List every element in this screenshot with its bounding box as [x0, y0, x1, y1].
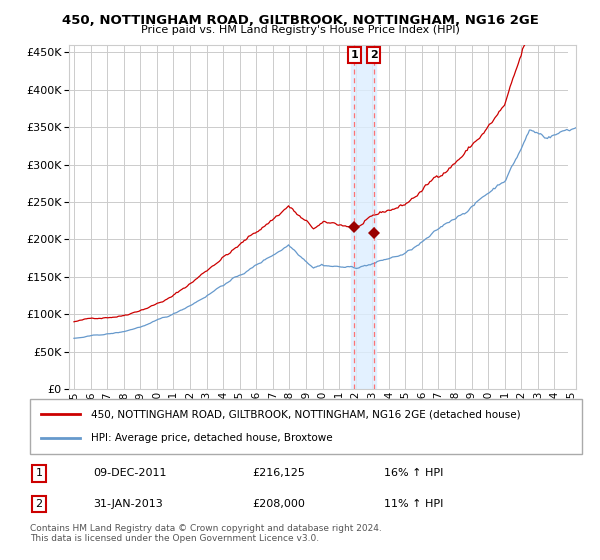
FancyBboxPatch shape: [30, 399, 582, 454]
Text: Contains HM Land Registry data © Crown copyright and database right 2024.
This d: Contains HM Land Registry data © Crown c…: [30, 524, 382, 543]
Text: 450, NOTTINGHAM ROAD, GILTBROOK, NOTTINGHAM, NG16 2GE (detached house): 450, NOTTINGHAM ROAD, GILTBROOK, NOTTING…: [91, 409, 520, 419]
Text: 09-DEC-2011: 09-DEC-2011: [93, 468, 167, 478]
Text: 1: 1: [350, 50, 358, 60]
Text: 2: 2: [370, 50, 377, 60]
Text: 2: 2: [35, 499, 43, 509]
Text: £216,125: £216,125: [252, 468, 305, 478]
Text: 16% ↑ HPI: 16% ↑ HPI: [384, 468, 443, 478]
Text: £208,000: £208,000: [252, 499, 305, 509]
Bar: [350, 45, 376, 389]
Text: HPI: Average price, detached house, Broxtowe: HPI: Average price, detached house, Brox…: [91, 433, 332, 443]
Text: Price paid vs. HM Land Registry's House Price Index (HPI): Price paid vs. HM Land Registry's House …: [140, 25, 460, 35]
Bar: [568, 45, 584, 389]
Text: 1: 1: [35, 468, 43, 478]
Text: 31-JAN-2013: 31-JAN-2013: [93, 499, 163, 509]
Text: 450, NOTTINGHAM ROAD, GILTBROOK, NOTTINGHAM, NG16 2GE: 450, NOTTINGHAM ROAD, GILTBROOK, NOTTING…: [62, 14, 538, 27]
Text: 11% ↑ HPI: 11% ↑ HPI: [384, 499, 443, 509]
